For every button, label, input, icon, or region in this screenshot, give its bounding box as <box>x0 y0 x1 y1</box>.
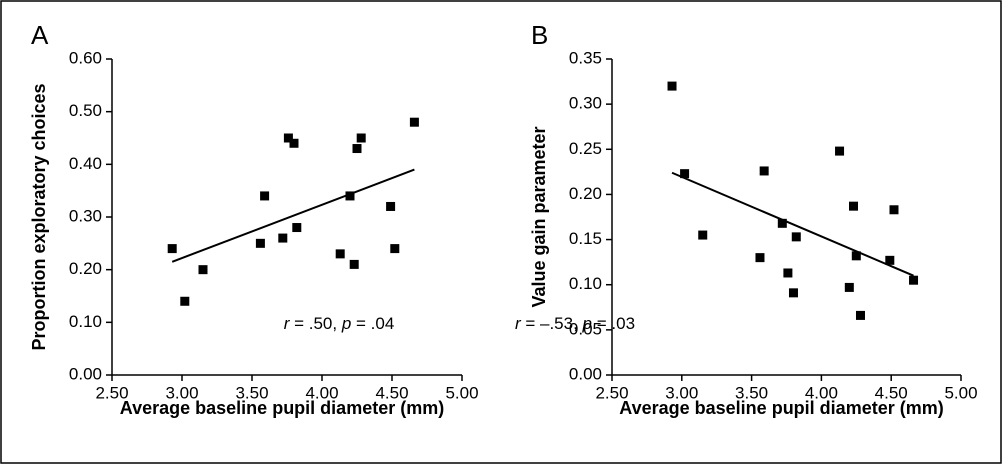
y-tick-label: 0.10 <box>569 274 602 293</box>
point <box>788 288 798 298</box>
annotation-part: p <box>582 314 592 333</box>
x-tick-label: 4.50 <box>875 383 908 402</box>
x-tick-label: 2.50 <box>595 383 628 402</box>
annotation-part: r <box>284 314 291 333</box>
point <box>909 275 919 285</box>
point <box>855 310 865 320</box>
x-tick-label: 3.50 <box>235 383 268 402</box>
y-tick-label: 0.40 <box>69 154 102 173</box>
panel-label: B <box>531 20 548 50</box>
x-tick-label: 4.00 <box>805 383 838 402</box>
point <box>409 117 419 127</box>
point <box>167 244 177 254</box>
y-tick-label: 0.00 <box>69 364 102 383</box>
y-tick-label: 0.50 <box>69 101 102 120</box>
point <box>885 255 895 265</box>
x-axis-label: Average baseline pupil diameter (mm) <box>619 398 943 418</box>
point <box>835 146 845 156</box>
x-tick-label: 4.00 <box>305 383 338 402</box>
point <box>283 133 293 143</box>
y-tick-label: 0.15 <box>569 229 602 248</box>
x-tick-label: 3.50 <box>735 383 768 402</box>
point <box>851 251 861 261</box>
y-tick-label: 0.30 <box>69 206 102 225</box>
point <box>335 249 345 259</box>
point <box>680 169 690 179</box>
point <box>698 230 708 240</box>
point <box>352 144 362 154</box>
x-tick-label: 3.00 <box>165 383 198 402</box>
annotation-part: = .50, <box>289 314 341 333</box>
point <box>292 223 302 233</box>
point <box>889 205 899 215</box>
x-tick-label: 5.00 <box>445 383 478 402</box>
annotation-part: = .03 <box>592 314 635 333</box>
point <box>289 138 299 148</box>
point <box>390 244 400 254</box>
point <box>667 81 677 91</box>
y-tick-label: 0.00 <box>569 364 602 383</box>
point <box>180 296 190 306</box>
y-tick-label: 0.60 <box>69 48 102 67</box>
annotation: r = –.53, p = .03 <box>515 314 635 333</box>
point <box>755 253 765 263</box>
x-tick-label: 2.50 <box>95 383 128 402</box>
annotation-part: = –.53, <box>521 314 583 333</box>
annotation-part: = .04 <box>351 314 394 333</box>
point <box>278 233 288 243</box>
x-tick-label: 5.00 <box>944 383 977 402</box>
panel-label: A <box>31 20 49 50</box>
y-tick-label: 0.20 <box>569 184 602 203</box>
point <box>849 201 859 211</box>
y-tick-label: 0.30 <box>569 94 602 113</box>
point <box>777 218 787 228</box>
y-tick-label: 0.10 <box>69 312 102 331</box>
annotation: r = .50, p = .04 <box>284 314 395 333</box>
point <box>255 238 265 248</box>
point <box>345 191 355 201</box>
y-tick-label: 0.20 <box>69 259 102 278</box>
annotation-part: p <box>341 314 351 333</box>
trend-line <box>171 168 415 263</box>
point <box>198 265 208 275</box>
point <box>386 201 396 211</box>
x-axis-label: Average baseline pupil diameter (mm) <box>120 398 444 418</box>
point <box>260 191 270 201</box>
y-tick-label: 0.25 <box>569 139 602 158</box>
point <box>791 232 801 242</box>
y-tick-label: 0.05 <box>569 319 602 338</box>
y-axis-label: Value gain parameter <box>529 126 549 307</box>
point <box>349 259 359 269</box>
y-tick-label: 0.35 <box>569 48 602 67</box>
x-tick-label: 3.00 <box>665 383 698 402</box>
annotation-part: r <box>515 314 522 333</box>
x-tick-label: 4.50 <box>375 383 408 402</box>
y-axis-label: Proportion exploratory choices <box>29 83 49 350</box>
point <box>844 282 854 292</box>
point <box>356 133 366 143</box>
trend-line <box>671 171 914 277</box>
point <box>783 268 793 278</box>
point <box>759 166 769 176</box>
